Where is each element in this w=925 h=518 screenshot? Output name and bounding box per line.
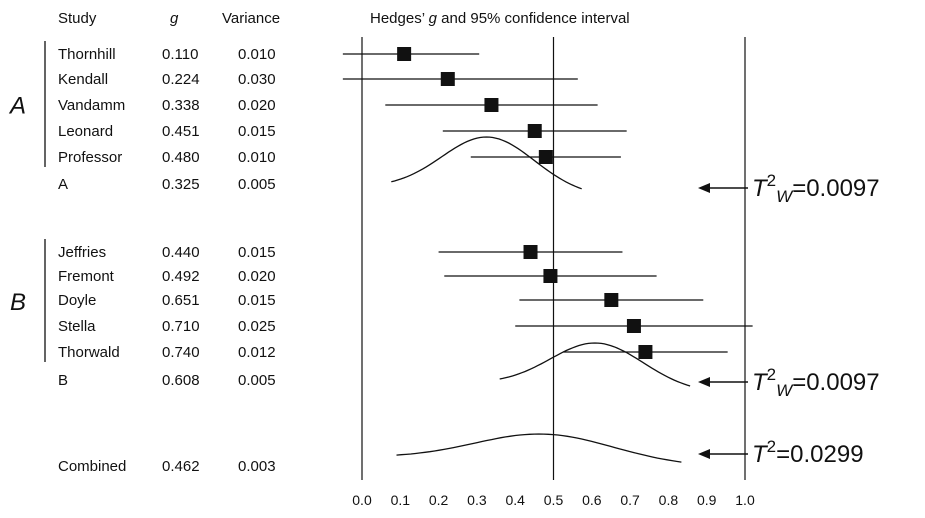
study-name: Combined xyxy=(58,458,126,475)
plot-area xyxy=(342,37,753,480)
header-variance: Variance xyxy=(222,10,280,27)
effect-size-g: 0.462 xyxy=(162,458,200,475)
tau-squared-label: T2=0.0299 xyxy=(752,437,864,468)
effect-size-g: 0.651 xyxy=(162,292,200,309)
x-axis: 0.0 0.1 0.2 0.3 0.4 0.5 0.6 0.7 0.8 0.9 1.0 xyxy=(352,492,755,508)
variance-value: 0.012 xyxy=(238,344,276,361)
arrow-head xyxy=(698,377,710,387)
variance-value: 0.005 xyxy=(238,176,276,193)
x-tick-label: 0.4 xyxy=(505,492,525,508)
study-name: Professor xyxy=(58,149,122,166)
variance-value: 0.025 xyxy=(238,318,276,335)
tau-subscript: W xyxy=(776,187,794,206)
effect-size-g: 0.325 xyxy=(162,176,200,193)
study-name: Doyle xyxy=(58,292,96,309)
effect-size-g: 0.110 xyxy=(162,46,198,63)
point-marker xyxy=(638,345,653,359)
effect-size-g: 0.710 xyxy=(162,318,200,335)
x-tick-label: 0.9 xyxy=(697,492,717,508)
tau-symbol: T xyxy=(752,369,769,396)
variance-value: 0.010 xyxy=(238,46,276,63)
study-name: Stella xyxy=(58,318,96,335)
variance-value: 0.005 xyxy=(238,372,276,389)
tau-value: 0.0097 xyxy=(806,369,879,396)
group-label: B xyxy=(10,289,26,316)
study-name: Fremont xyxy=(58,268,115,285)
variance-value: 0.020 xyxy=(238,97,276,114)
x-tick-label: 0.7 xyxy=(620,492,640,508)
tau-subscript: W xyxy=(776,381,794,400)
variance-value: 0.010 xyxy=(238,149,276,166)
x-tick-label: 0.3 xyxy=(467,492,487,508)
point-marker xyxy=(397,47,412,61)
summary-density-curve xyxy=(391,136,582,190)
study-name: A xyxy=(58,176,68,193)
arrow-head xyxy=(698,183,710,193)
tau-superscript: 2 xyxy=(767,171,776,190)
tau-symbol: T xyxy=(752,175,769,202)
summary-density-curve xyxy=(499,342,691,387)
header-plot-title: Hedges’ g and 95% confidence interval xyxy=(370,10,630,27)
tau-equals: = xyxy=(792,175,806,202)
effect-size-g: 0.608 xyxy=(162,372,200,389)
header-g: g xyxy=(170,10,179,27)
point-marker xyxy=(484,98,499,112)
x-tick-label: 1.0 xyxy=(735,492,755,508)
tau-value: 0.0097 xyxy=(806,175,879,202)
variance-value: 0.003 xyxy=(238,458,276,475)
study-name: Leonard xyxy=(58,123,113,140)
effect-size-g: 0.224 xyxy=(162,71,200,88)
point-marker xyxy=(440,72,455,86)
x-tick-label: 0.2 xyxy=(429,492,449,508)
effect-size-g: 0.338 xyxy=(162,97,200,114)
tau-equals: = xyxy=(792,369,806,396)
tau-superscript: 2 xyxy=(767,437,776,456)
x-tick-label: 0.5 xyxy=(544,492,564,508)
tau-superscript: 2 xyxy=(767,365,776,384)
x-tick-label: 0.6 xyxy=(582,492,602,508)
effect-size-g: 0.480 xyxy=(162,149,200,166)
summary-density-curve xyxy=(396,433,682,463)
variance-value: 0.015 xyxy=(238,292,276,309)
x-tick-label: 0.0 xyxy=(352,492,372,508)
point-marker xyxy=(604,293,619,307)
point-marker xyxy=(626,319,641,333)
point-marker xyxy=(543,269,558,283)
effect-size-g: 0.740 xyxy=(162,344,200,361)
tau-squared-label: T2W=0.0097 xyxy=(752,365,880,400)
point-marker xyxy=(523,245,538,259)
x-tick-label: 0.8 xyxy=(659,492,679,508)
header-study: Study xyxy=(58,10,97,27)
group-label: A xyxy=(8,93,26,120)
arrow-head xyxy=(698,449,710,459)
study-name: Thorwald xyxy=(58,344,120,361)
variance-value: 0.020 xyxy=(238,268,276,285)
effect-size-g: 0.492 xyxy=(162,268,200,285)
point-marker xyxy=(527,124,542,138)
study-name: Kendall xyxy=(58,71,108,88)
column-headers: Study g Variance Hedges’ g and 95% confi… xyxy=(58,10,630,27)
tau-equals: = xyxy=(776,441,790,468)
plot-title-post: and 95% confidence interval xyxy=(437,10,630,27)
study-name: Jeffries xyxy=(58,244,106,261)
study-name: B xyxy=(58,372,68,389)
effect-size-g: 0.451 xyxy=(162,123,200,140)
plot-title-g: g xyxy=(429,10,438,27)
study-table: Thornhill 0.110 0.010 Kendall 0.224 0.030 Vand… xyxy=(8,41,276,475)
study-name: Thornhill xyxy=(58,46,116,63)
plot-title-pre: Hedges’ xyxy=(370,10,429,27)
tau-value: 0.0299 xyxy=(790,441,863,468)
tau-symbol: T xyxy=(752,441,769,468)
variance-value: 0.015 xyxy=(238,123,276,140)
x-tick-label: 0.1 xyxy=(391,492,411,508)
study-name: Vandamm xyxy=(58,97,125,114)
variance-value: 0.015 xyxy=(238,244,276,261)
effect-size-g: 0.440 xyxy=(162,244,200,261)
point-marker xyxy=(538,150,553,164)
variance-value: 0.030 xyxy=(238,71,276,88)
tau-squared-label: T2W=0.0097 xyxy=(752,171,880,206)
